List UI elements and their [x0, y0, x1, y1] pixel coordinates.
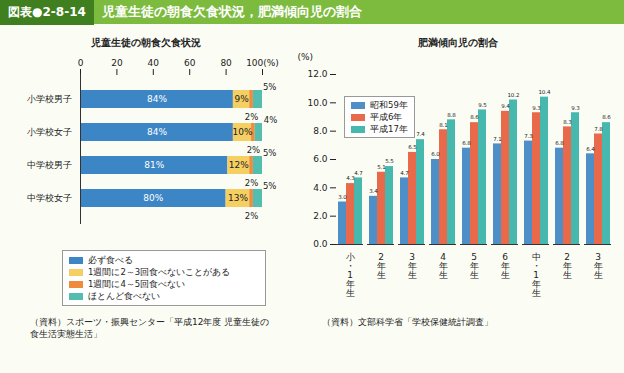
svg-text:9.3: 9.3	[532, 105, 541, 111]
svg-text:8.6: 8.6	[602, 114, 611, 120]
svg-text:12%: 12%	[229, 160, 249, 170]
svg-text:2%: 2%	[245, 178, 259, 188]
svg-text:8.1: 8.1	[439, 122, 448, 128]
svg-text:中・1年生: 中・1年生	[532, 252, 541, 298]
svg-text:84%: 84%	[147, 127, 167, 137]
svg-text:4%: 4%	[264, 115, 278, 125]
svg-text:12.0: 12.0	[307, 69, 327, 79]
svg-text:中学校女子: 中学校女子	[27, 193, 72, 203]
svg-text:小学校女子: 小学校女子	[27, 127, 72, 137]
svg-text:6.5: 6.5	[408, 144, 417, 150]
html-text:児童生徒の朝食欠食状況，肥満傾向児の割合: 児童生徒の朝食欠食状況，肥満傾向児の割合	[101, 4, 362, 19]
svg-text:3年生: 3年生	[408, 252, 417, 280]
svg-text:81%: 81%	[144, 160, 164, 170]
html-text:（資料）文部科学省「学校保健統計調査」: （資料）文部科学省「学校保健統計調査」	[322, 317, 493, 327]
svg-text:小・1年生: 小・1年生	[346, 252, 355, 298]
svg-text:2%: 2%	[245, 112, 259, 122]
svg-text:13%: 13%	[228, 193, 248, 203]
svg-text:3.0: 3.0	[338, 194, 347, 200]
svg-text:中学校男子: 中学校男子	[27, 160, 72, 170]
svg-text:5%: 5%	[263, 82, 277, 92]
svg-text:5.1: 5.1	[377, 164, 386, 170]
svg-text:9.4: 9.4	[501, 103, 510, 109]
svg-text:3.4: 3.4	[369, 188, 378, 194]
html-text:図表●2-8-14: 図表●2-8-14	[8, 4, 86, 19]
svg-text:4.0: 4.0	[313, 183, 328, 193]
svg-text:80: 80	[220, 58, 232, 68]
svg-text:6.0: 6.0	[431, 151, 440, 157]
html-text:平成17年: 平成17年	[370, 124, 408, 134]
svg-text:2年生: 2年生	[563, 252, 572, 280]
svg-text:84%: 84%	[147, 94, 167, 104]
svg-text:(%): (%)	[298, 52, 314, 62]
svg-text:4.7: 4.7	[400, 170, 409, 176]
svg-text:7.3: 7.3	[524, 133, 533, 139]
svg-text:6.8: 6.8	[555, 140, 564, 146]
svg-text:7.4: 7.4	[416, 131, 425, 137]
svg-text:4.7: 4.7	[354, 170, 363, 176]
html-text:必ず食べる: 必ず食べる	[88, 255, 133, 265]
svg-text:7.1: 7.1	[493, 136, 502, 142]
svg-text:5%: 5%	[263, 181, 277, 191]
svg-text:9%: 9%	[234, 94, 249, 104]
html-text:昭和59年: 昭和59年	[370, 100, 408, 110]
svg-text:80%: 80%	[143, 193, 163, 203]
svg-text:10.0: 10.0	[307, 98, 327, 108]
svg-text:6.0: 6.0	[313, 154, 328, 164]
svg-text:0.0: 0.0	[313, 239, 328, 249]
svg-text:8.0: 8.0	[313, 126, 328, 136]
html-text:児童生徒の朝食欠食状況: 児童生徒の朝食欠食状況	[91, 37, 201, 48]
svg-text:5%: 5%	[263, 148, 277, 158]
svg-text:6年生: 6年生	[501, 252, 510, 280]
svg-text:9.3: 9.3	[571, 105, 580, 111]
svg-text:7.8: 7.8	[594, 126, 603, 132]
svg-text:2.0: 2.0	[313, 211, 328, 221]
svg-text:5.5: 5.5	[385, 158, 394, 164]
svg-text:10.4: 10.4	[538, 89, 551, 95]
svg-text:9.5: 9.5	[478, 102, 487, 108]
html-text:1週間に4～5回食べない: 1週間に4～5回食べない	[88, 279, 186, 289]
svg-text:5年生: 5年生	[470, 252, 479, 280]
svg-text:10.2: 10.2	[507, 92, 519, 98]
svg-text:3年生: 3年生	[594, 252, 603, 280]
svg-text:40: 40	[148, 58, 160, 68]
svg-text:20: 20	[111, 58, 123, 68]
svg-text:2%: 2%	[245, 211, 259, 221]
svg-text:2年生: 2年生	[377, 252, 386, 280]
svg-text:小学校男子: 小学校男子	[27, 94, 72, 104]
svg-text:8.6: 8.6	[470, 114, 479, 120]
svg-text:8.3: 8.3	[563, 119, 572, 125]
svg-text:4年生: 4年生	[439, 252, 448, 280]
svg-text:2%: 2%	[247, 145, 261, 155]
svg-text:0: 0	[78, 58, 84, 68]
html-text:（資料）スポーツ・振興センター「平成12年度 児童生徒の食生: （資料）スポーツ・振興センター「平成12年度 児童生徒の食生活実態生活」	[30, 317, 270, 339]
svg-text:6.8: 6.8	[462, 140, 471, 146]
svg-text:6.4: 6.4	[586, 146, 595, 152]
svg-text:60: 60	[184, 58, 196, 68]
svg-text:10%: 10%	[232, 127, 252, 137]
svg-text:8.8: 8.8	[447, 112, 456, 118]
html-text:ほとんど食べない: ほとんど食べない	[88, 291, 160, 301]
svg-text:4.3: 4.3	[346, 175, 355, 181]
html-text:1週間に2～3回食べないことがある: 1週間に2～3回食べないことがある	[88, 267, 231, 277]
html-text:平成6年: 平成6年	[370, 112, 403, 122]
html-text:肥満傾向児の割合: 肥満傾向児の割合	[418, 37, 498, 48]
svg-text:100(%): 100(%)	[246, 58, 279, 68]
